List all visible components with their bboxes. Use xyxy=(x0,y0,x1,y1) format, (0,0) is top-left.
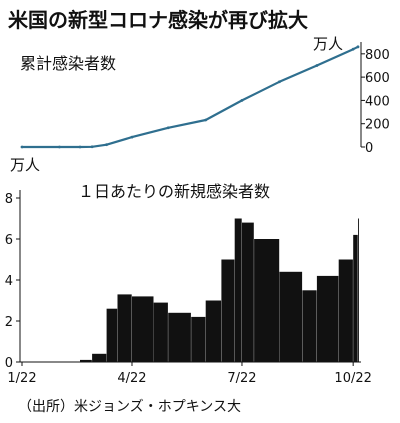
chart1-point xyxy=(78,145,82,149)
chart2-bar xyxy=(279,271,303,362)
chart2-bar xyxy=(221,259,235,362)
chart1-point xyxy=(278,80,281,84)
chart2-bar xyxy=(153,302,168,362)
chart1-point xyxy=(130,135,134,139)
chart2-bar xyxy=(80,359,92,362)
chart1-point xyxy=(240,99,244,102)
source-note: （出所）米ジョンズ・ホプキンス大 xyxy=(18,399,242,415)
chart2-bar xyxy=(234,218,242,362)
chart2-bar xyxy=(353,234,358,362)
chart1-point xyxy=(351,47,355,51)
chart2-y-tick-label: 2 xyxy=(5,315,13,330)
chart2-y-tick-label: 8 xyxy=(5,192,13,207)
chart2-bar xyxy=(338,259,353,362)
chart1-point xyxy=(20,145,24,149)
chart2-y-tick-label: 4 xyxy=(5,274,13,289)
chart2-bar xyxy=(191,316,206,362)
chart1-y-tick-label: 200 xyxy=(365,118,390,133)
chart2-bar xyxy=(242,222,254,362)
chart2-bar xyxy=(358,218,359,362)
page-title: 米国の新型コロナ感染が再び拡大 xyxy=(8,8,308,32)
chart1-point xyxy=(105,143,109,147)
chart2-y-tick-label: 0 xyxy=(5,356,13,371)
chart2-bar xyxy=(316,275,339,362)
chart1-unit-label: 万人 xyxy=(313,35,344,53)
chart2-bar xyxy=(205,300,222,362)
chart1-point xyxy=(315,64,319,67)
chart1-point xyxy=(58,145,61,149)
chart2-bar xyxy=(254,239,280,362)
chart2-title: １日あたりの新規感染者数 xyxy=(78,182,271,201)
chart2-x-tick-label: 10/22 xyxy=(334,371,371,386)
chart2-x-tick-label: 7/22 xyxy=(227,371,256,386)
chart1-point xyxy=(90,145,94,149)
chart1-y-tick-label: 400 xyxy=(365,94,390,109)
chart2-bar xyxy=(92,353,107,362)
chart2-y-tick-label: 6 xyxy=(5,233,13,248)
chart1-y-tick-label: 600 xyxy=(365,71,390,86)
chart2-x-tick-label: 1/22 xyxy=(7,371,36,386)
chart1-y-tick-label: 800 xyxy=(365,48,390,63)
chart1-y-tick-label: 0 xyxy=(365,141,373,156)
chart2-bar xyxy=(117,294,132,362)
chart1-title: 累計感染者数 xyxy=(20,54,117,73)
chart2-x-tick-label: 4/22 xyxy=(117,371,146,386)
chart2-bar xyxy=(168,312,191,362)
chart2-bar xyxy=(302,290,317,363)
chart2-unit-label: 万人 xyxy=(10,156,41,174)
chart2-bar xyxy=(132,296,154,362)
chart1-point xyxy=(166,126,170,130)
chart1-point xyxy=(356,45,360,49)
chart2-bar xyxy=(106,308,118,362)
chart1-point xyxy=(204,118,208,122)
